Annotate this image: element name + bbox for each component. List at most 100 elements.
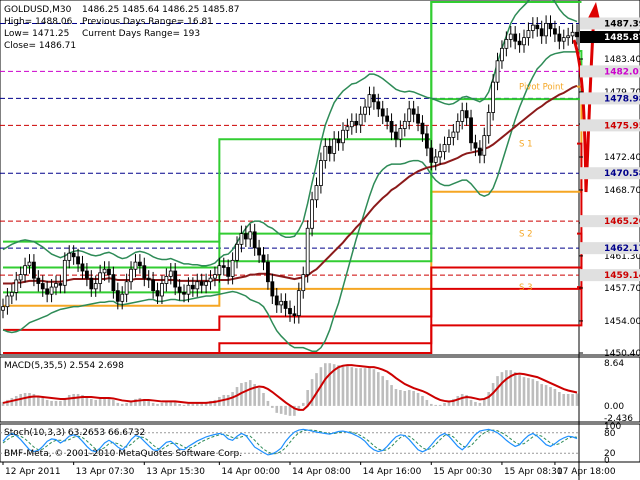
macd-histogram-bar bbox=[151, 402, 155, 406]
macd-histogram-bar bbox=[354, 368, 358, 406]
macd-histogram-bar bbox=[45, 399, 49, 406]
candle-body bbox=[455, 120, 460, 133]
macd-histogram-bar bbox=[59, 400, 62, 406]
macd-histogram-bar bbox=[257, 388, 261, 406]
price-label-box bbox=[580, 167, 640, 180]
macd-histogram-bar bbox=[134, 398, 137, 406]
candle-body bbox=[71, 252, 76, 258]
candle-body bbox=[557, 33, 562, 42]
candle-body bbox=[491, 81, 496, 113]
candle-body bbox=[195, 281, 200, 290]
candle-body bbox=[469, 117, 473, 144]
macd-histogram-bar bbox=[23, 392, 27, 406]
stoch-main-line bbox=[2, 428, 578, 456]
candle-body bbox=[248, 231, 253, 240]
macd-histogram-bar bbox=[535, 381, 539, 406]
macd-panel[interactable]: MACD(5,35,5) 2.554 2.698 8.64 0.00 -2.436 bbox=[0, 356, 640, 424]
macd-histogram-bar bbox=[120, 403, 124, 406]
candle-body bbox=[394, 131, 398, 140]
candle-body bbox=[570, 31, 575, 37]
candle-body bbox=[261, 254, 266, 263]
candle-body bbox=[495, 60, 500, 83]
candle-body bbox=[411, 108, 416, 115]
candle-body bbox=[32, 261, 36, 279]
copyright-text: BMF-Meta, © 2001-2010 MetaQuotes Softwar… bbox=[4, 449, 242, 459]
candle-body bbox=[54, 283, 58, 288]
candle-body bbox=[332, 138, 337, 154]
macd-histogram-bar bbox=[169, 400, 173, 406]
candle-body bbox=[274, 295, 279, 306]
price-label-box bbox=[580, 92, 640, 105]
macd-histogram-bar bbox=[416, 392, 420, 406]
macd-histogram-bar bbox=[271, 405, 274, 408]
price-label-text: 1478.98 bbox=[604, 94, 640, 104]
macd-histogram-bar bbox=[474, 401, 477, 406]
candle-body bbox=[433, 156, 438, 163]
macd-histogram-bar bbox=[142, 398, 146, 406]
candle-body bbox=[301, 274, 306, 292]
macd-histogram-bar bbox=[54, 400, 58, 406]
macd-histogram-bar bbox=[297, 405, 301, 410]
candle-body bbox=[336, 138, 341, 144]
level-label: S 3 bbox=[519, 283, 533, 293]
macd-histogram-bar bbox=[412, 391, 415, 406]
candle-body bbox=[23, 265, 27, 276]
macd-histogram-bar bbox=[407, 390, 411, 406]
macd-histogram-bar bbox=[359, 368, 362, 406]
candle-body bbox=[500, 47, 504, 62]
candle-body bbox=[349, 120, 354, 128]
time-tick-label: 14 Apr 16:00 bbox=[363, 467, 422, 477]
level-label: Pivot Point bbox=[519, 83, 564, 93]
candle-body bbox=[177, 286, 182, 293]
macd-histogram-bar bbox=[522, 377, 526, 406]
candle-body bbox=[288, 308, 292, 315]
macd-histogram-bar bbox=[248, 380, 252, 406]
candle-body bbox=[363, 106, 367, 115]
macd-histogram-bar bbox=[226, 394, 230, 406]
candle-body bbox=[535, 24, 540, 30]
candle-body bbox=[561, 37, 566, 42]
macd-histogram-bar bbox=[544, 385, 548, 406]
macd-histogram-bar bbox=[195, 402, 199, 406]
macd-histogram-bar bbox=[363, 368, 367, 406]
candle-body bbox=[398, 128, 403, 140]
candle-body bbox=[354, 120, 359, 126]
candle-body bbox=[389, 120, 394, 133]
macd-histogram-bar bbox=[399, 390, 402, 406]
candle-body bbox=[486, 112, 491, 137]
candle-body bbox=[266, 261, 270, 283]
candle-body bbox=[310, 199, 314, 229]
macd-histogram-bar bbox=[191, 403, 195, 406]
candle-body bbox=[482, 135, 487, 156]
candle-body bbox=[115, 290, 120, 302]
candle-body bbox=[279, 300, 284, 306]
macd-histogram-bar bbox=[182, 404, 186, 406]
candle-body bbox=[447, 137, 451, 145]
price-label-text: 1487.39 bbox=[604, 19, 640, 29]
price-label-text: 1485.87 bbox=[604, 33, 640, 43]
candle-body bbox=[522, 37, 526, 46]
macd-histogram-bar bbox=[67, 394, 71, 406]
candle-body bbox=[62, 259, 67, 286]
candle-body bbox=[371, 94, 376, 103]
candle-body bbox=[305, 227, 310, 276]
candle-body bbox=[45, 288, 50, 295]
macd-histogram-bar bbox=[50, 400, 53, 406]
candle-body bbox=[9, 292, 14, 297]
price-tick-label: 1454.00 bbox=[604, 317, 640, 327]
macd-histogram-bar bbox=[262, 392, 265, 406]
macd-histogram-bar bbox=[487, 391, 490, 406]
candle-body bbox=[84, 270, 89, 279]
candle-body bbox=[429, 147, 434, 163]
candle-body bbox=[40, 283, 45, 290]
stoch-tick-label: 0 bbox=[604, 456, 610, 466]
candle-body bbox=[67, 252, 72, 261]
macd-histogram-bar bbox=[571, 393, 574, 406]
macd-histogram-bar bbox=[173, 401, 177, 406]
candle-body bbox=[226, 267, 231, 277]
candle-body bbox=[358, 113, 363, 126]
high-label: High= 1488.06 bbox=[4, 17, 73, 27]
